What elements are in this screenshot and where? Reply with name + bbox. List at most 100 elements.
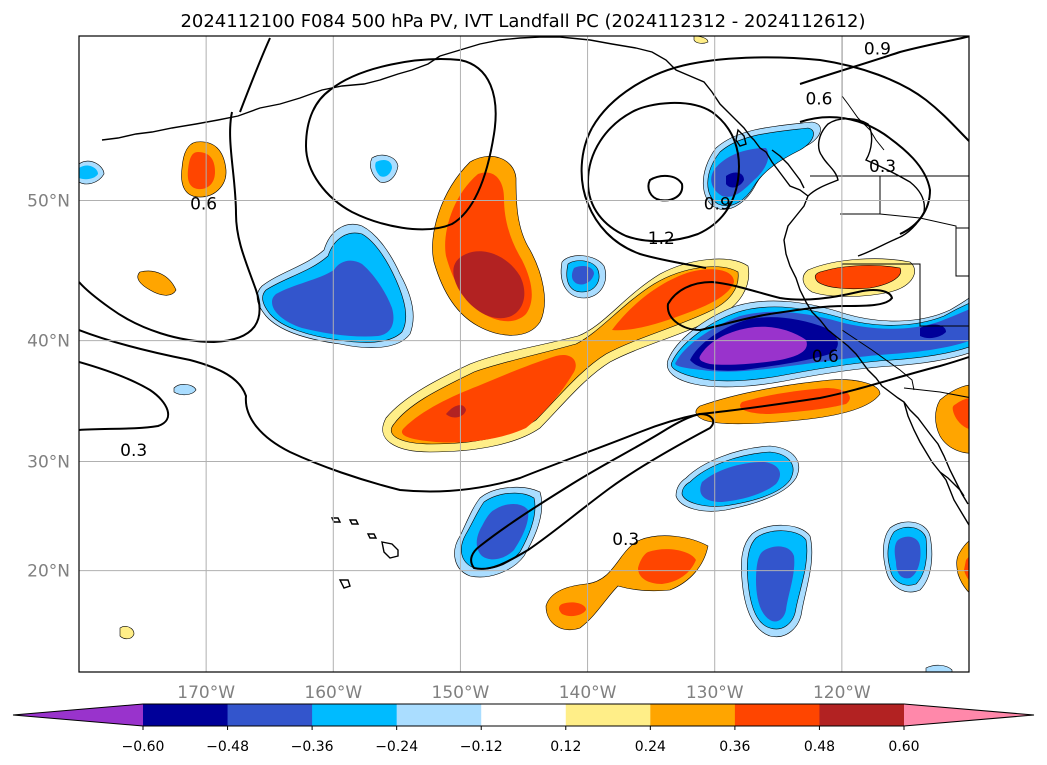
colorbar-tick-label-1: −0.48 xyxy=(206,739,249,755)
lat-tick-labels: 50°N 40°N 30°N 20°N xyxy=(27,191,70,581)
colorbar-tick-label-5: 0.12 xyxy=(550,739,581,755)
negative-region-east-small-core xyxy=(894,536,921,579)
colorbar-bin-7 xyxy=(734,704,820,726)
negative-region-west-core xyxy=(272,260,394,337)
coast-haida-gwaii xyxy=(735,128,747,147)
axes-frame xyxy=(78,35,970,673)
contour-west-0.6-outer xyxy=(79,111,261,344)
coast-vancouver-island xyxy=(771,149,805,189)
coast-alaska-mainland xyxy=(439,36,809,197)
negative-region-coast-core xyxy=(699,326,807,365)
lon-tick-label-0: 170°W xyxy=(177,683,235,703)
positive-region-mexico xyxy=(956,540,969,593)
border-states-northwest xyxy=(840,176,969,277)
colorbar-tick-label-8: 0.48 xyxy=(804,739,835,755)
lon-tick-label-5: 120°W xyxy=(813,683,871,703)
positive-region-central-core xyxy=(453,251,525,319)
lon-tick-labels: 170°W 160°W 150°W 140°W 130°W 120°W xyxy=(177,683,871,703)
contour-label-8: 0.3 xyxy=(612,530,639,550)
contour-0.3-east xyxy=(699,355,969,415)
negative-region-mid-small-core xyxy=(571,266,594,285)
positive-region-california-core xyxy=(814,265,902,290)
positive-region-south-core xyxy=(638,549,696,584)
coast-hawaii-oahu xyxy=(348,519,360,525)
contour-0.3-south xyxy=(79,361,170,431)
contour-label-6: 0.6 xyxy=(812,347,839,367)
positive-region-small-west xyxy=(137,270,177,296)
contour-0.6-coast-loop xyxy=(666,280,894,332)
negative-region-south-center-core xyxy=(476,504,529,560)
contour-label-1: 0.6 xyxy=(805,89,832,109)
contour-label-2: 0.3 xyxy=(869,157,896,177)
contour-west-0.6-loop xyxy=(304,58,497,231)
contour-0.6-low-south xyxy=(580,127,707,269)
colorbar-bin-4 xyxy=(481,704,567,726)
contour-label-7: 0.3 xyxy=(120,441,147,461)
positive-region-southwest-band-core xyxy=(401,354,576,443)
negative-region-trade-core xyxy=(700,462,780,502)
border-us-mexico xyxy=(903,387,969,398)
positive-region-tiny-west xyxy=(119,626,135,640)
lat-tick-label-0: 50°N xyxy=(27,191,70,211)
contour-0.9-east xyxy=(799,36,969,85)
colorbar-extend-low xyxy=(13,704,143,726)
coast-us-west xyxy=(783,195,969,505)
contour-0.3-northeast xyxy=(799,116,932,235)
contour-label-layer: 0.9 0.6 0.3 0.6 0.9 1.2 0.6 0.3 0.3 xyxy=(120,40,896,550)
map-title: 2024112100 F084 500 hPa PV, IVT Landfall… xyxy=(180,11,865,32)
contour-west-0.3 xyxy=(239,37,271,113)
coastline-layer xyxy=(101,36,969,589)
colorbar-bin-0 xyxy=(143,704,229,726)
colorbar-extend-high xyxy=(904,704,1034,726)
colorbar-tick-label-6: 0.24 xyxy=(635,739,666,755)
positive-region-baja-core xyxy=(952,398,969,429)
positive-region-south-small-core xyxy=(559,602,586,617)
lat-tick-label-1: 40°N xyxy=(27,332,70,352)
gridlines xyxy=(79,36,969,672)
coast-nw-islands xyxy=(338,579,351,589)
contour-0.6-low xyxy=(591,56,969,143)
positive-region-nw-core xyxy=(187,152,215,190)
negative-region-south-east-core xyxy=(756,546,795,622)
coast-british-columbia xyxy=(807,118,926,257)
contour-label-3: 0.6 xyxy=(190,195,217,215)
colorbar-bin-3 xyxy=(396,704,482,726)
lon-tick-label-1: 160°W xyxy=(304,683,362,703)
colorbar-tick-label-2: −0.36 xyxy=(291,739,334,755)
contour-1.2 xyxy=(647,174,684,202)
negative-region-gulf-navy xyxy=(726,172,744,188)
contour-layer xyxy=(79,36,969,570)
colorbar-tick-label-7: 0.36 xyxy=(719,739,750,755)
colorbar-bin-6 xyxy=(650,704,736,726)
coast-baja xyxy=(903,401,965,497)
contour-label-4: 0.9 xyxy=(704,195,731,215)
colorbar-tick-label-4: −0.12 xyxy=(460,739,503,755)
negative-region-tiny-west xyxy=(173,384,197,396)
colorbar-bin-8 xyxy=(819,704,905,726)
negative-region-tiny-top xyxy=(693,36,709,44)
lat-tick-label-2: 30°N xyxy=(27,452,70,472)
map-axes: 0.9 0.6 0.3 0.6 0.9 1.2 0.6 0.3 0.3 170°W 160°W 15… xyxy=(27,35,970,703)
negative-region-coast-east-core xyxy=(920,324,946,339)
coast-alaska-peninsula xyxy=(101,55,441,141)
negative-region-edge-west-core xyxy=(79,165,98,180)
border-states-east xyxy=(919,227,969,327)
colorbar-bin-2 xyxy=(312,704,398,726)
positive-region-small-core xyxy=(446,405,466,418)
coast-hawaii-maui xyxy=(366,533,378,539)
positive-region-mexico-core xyxy=(964,556,969,581)
colorbar-tick-label-0: −0.60 xyxy=(122,739,165,755)
contour-0.3-tongue xyxy=(470,412,715,570)
colorbar-bin-1 xyxy=(227,704,313,726)
lon-tick-label-4: 130°W xyxy=(686,683,744,703)
colorbar-tick-label-3: −0.24 xyxy=(375,739,418,755)
contour-label-0: 0.9 xyxy=(864,40,891,60)
colorbar-tick-label-9: 0.60 xyxy=(888,739,919,755)
colorbar: −0.60 −0.48 −0.36 −0.24 −0.12 0.12 0.24 0.36 0.4… xyxy=(12,703,1035,755)
positive-region-northeast-core xyxy=(612,269,734,331)
coast-mexico-west xyxy=(939,471,969,527)
negative-region-nw-small-core xyxy=(375,160,392,177)
lon-tick-label-2: 150°W xyxy=(432,683,490,703)
contour-label-5: 1.2 xyxy=(648,229,675,249)
